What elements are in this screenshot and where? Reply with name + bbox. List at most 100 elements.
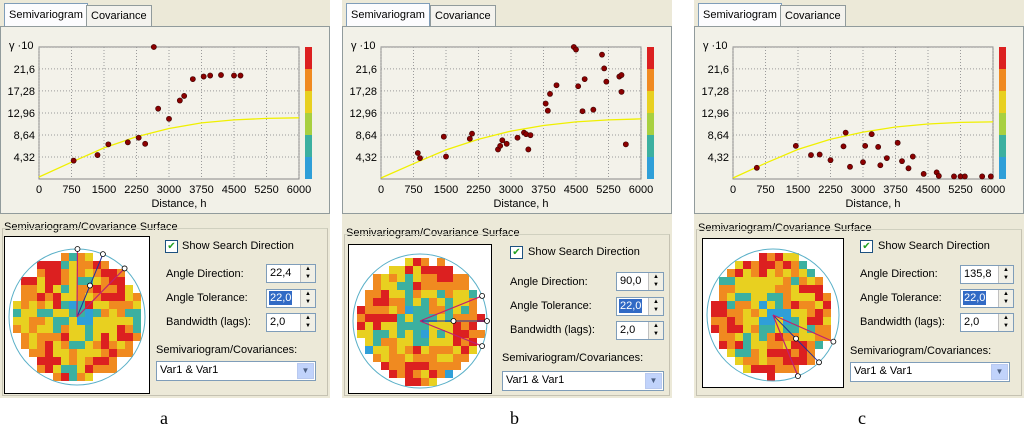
data-point [905, 165, 912, 172]
spin-down-icon[interactable]: ▼ [1003, 323, 1009, 329]
surface-cell [807, 357, 815, 365]
tab-semivariogram[interactable]: Semivariogram [346, 3, 430, 26]
angle-tolerance-value[interactable]: 22,0 [619, 299, 643, 313]
chevron-down-icon[interactable]: ▼ [297, 363, 314, 379]
surface-cell [61, 269, 69, 277]
surface-cell [365, 330, 373, 338]
show-search-direction-checkbox[interactable]: ✔ [860, 240, 873, 253]
angle-tolerance-label: Angle Tolerance: [166, 292, 248, 304]
search-circle [706, 248, 840, 382]
angle-tolerance-value[interactable]: 22,0 [269, 291, 293, 305]
spin-down-icon[interactable]: ▼ [653, 282, 659, 288]
spin-up-icon[interactable]: ▲ [653, 323, 659, 329]
spin-up-icon[interactable]: ▲ [305, 266, 311, 272]
surface-cell [421, 322, 429, 330]
data-point [155, 105, 162, 112]
angle-direction-value[interactable]: 90,0 [620, 275, 642, 287]
surface-cell [743, 325, 751, 333]
surface-cell [429, 330, 437, 338]
surface-cell [727, 341, 735, 349]
data-point [935, 173, 942, 179]
show-search-direction-checkbox[interactable]: ✔ [510, 246, 523, 259]
data-point [581, 76, 588, 83]
spin-up-icon[interactable]: ▲ [1003, 267, 1009, 273]
tab-semivariogram[interactable]: Semivariogram [4, 3, 88, 26]
data-point [603, 78, 610, 85]
spin-up-icon[interactable]: ▲ [305, 291, 311, 297]
spin-up-icon[interactable]: ▲ [1003, 291, 1009, 297]
semivariogram-covariances-select[interactable]: Var1 & Var1 ▼ [850, 362, 1010, 382]
covariance-surface[interactable] [702, 238, 844, 388]
show-search-direction-checkbox[interactable]: ✔ [165, 240, 178, 253]
angle-tolerance-spinner[interactable]: 22,0 ▲ ▼ [616, 297, 664, 316]
data-point [599, 51, 605, 58]
bandwidth-value[interactable]: 2,0 [620, 324, 636, 336]
spin-down-icon[interactable]: ▼ [1003, 275, 1009, 281]
spin-down-icon[interactable]: ▼ [1003, 299, 1009, 305]
covariance-surface[interactable] [4, 236, 150, 394]
bandwidth-spinner[interactable]: 2,0 ▲ ▼ [960, 313, 1014, 332]
search-handle [100, 251, 106, 258]
surface-cell [133, 325, 141, 333]
surface-cell [53, 333, 61, 341]
angle-tolerance-spinner[interactable]: 22,0 ▲ ▼ [266, 289, 316, 308]
spin-down-icon[interactable]: ▼ [653, 331, 659, 337]
spin-buttons[interactable]: ▲ ▼ [648, 322, 663, 339]
x-tick-label: 750 [404, 184, 422, 196]
surface-cell [727, 301, 735, 309]
tab-semivariogram[interactable]: Semivariogram [698, 3, 782, 26]
surface-cell [453, 354, 461, 362]
spin-buttons[interactable]: ▲ ▼ [648, 298, 663, 315]
surface-cell [85, 269, 93, 277]
angle-tolerance-value[interactable]: 22,0 [963, 291, 987, 305]
spin-buttons[interactable]: ▲ ▼ [998, 266, 1013, 283]
spin-buttons[interactable]: ▲ ▼ [300, 290, 315, 307]
surface-cell [807, 309, 815, 317]
spin-up-icon[interactable]: ▲ [305, 315, 311, 321]
surface-cell [751, 277, 759, 285]
spin-down-icon[interactable]: ▼ [305, 274, 311, 280]
semivariogram-covariances-select[interactable]: Var1 & Var1 ▼ [156, 361, 316, 381]
surface-cell [751, 357, 759, 365]
spin-down-icon[interactable]: ▼ [305, 299, 311, 305]
surface-cell [373, 306, 381, 314]
spin-up-icon[interactable]: ▲ [653, 299, 659, 305]
spin-down-icon[interactable]: ▼ [653, 307, 659, 313]
semivariogram-covariances-select[interactable]: Var1 & Var1 ▼ [502, 371, 664, 391]
surface-cell [77, 317, 85, 325]
chevron-down-icon[interactable]: ▼ [991, 364, 1008, 380]
angle-direction-value[interactable]: 22,4 [270, 267, 292, 279]
surface-cell [61, 261, 69, 269]
angle-direction-spinner[interactable]: 135,8 ▲ ▼ [960, 265, 1014, 284]
angle-tolerance-spinner[interactable]: 22,0 ▲ ▼ [960, 289, 1014, 308]
covariance-surface[interactable] [348, 244, 492, 394]
surface-cell [53, 341, 61, 349]
bandwidth-spinner[interactable]: 2,0 ▲ ▼ [266, 313, 316, 332]
spin-buttons[interactable]: ▲ ▼ [300, 265, 315, 282]
spin-down-icon[interactable]: ▼ [305, 323, 311, 329]
x-tick-label: 3750 [189, 184, 213, 196]
bandwidth-value[interactable]: 2,0 [964, 316, 980, 328]
surface-cell [453, 338, 461, 346]
angle-direction-spinner[interactable]: 22,4 ▲ ▼ [266, 264, 316, 283]
spin-up-icon[interactable]: ▲ [1003, 315, 1009, 321]
spin-buttons[interactable]: ▲ ▼ [648, 273, 663, 290]
surface-cell [437, 274, 445, 282]
surface-cell [365, 338, 373, 346]
bandwidth-value[interactable]: 2,0 [270, 316, 286, 328]
tab-covariance[interactable]: Covariance [86, 5, 152, 26]
angle-direction-value[interactable]: 135,8 [964, 268, 992, 280]
surface-cell [109, 333, 117, 341]
chevron-down-icon[interactable]: ▼ [645, 373, 662, 389]
spin-buttons[interactable]: ▲ ▼ [300, 314, 315, 331]
bandwidth-spinner[interactable]: 2,0 ▲ ▼ [616, 321, 664, 340]
data-point [808, 152, 814, 158]
surface-cell [751, 317, 759, 325]
spin-buttons[interactable]: ▲ ▼ [998, 314, 1013, 331]
angle-direction-spinner[interactable]: 90,0 ▲ ▼ [616, 272, 664, 291]
spin-buttons[interactable]: ▲ ▼ [998, 290, 1013, 307]
tab-covariance[interactable]: Covariance [430, 5, 496, 26]
x-tick-label: 4500 [222, 184, 246, 196]
tab-covariance[interactable]: Covariance [780, 5, 846, 26]
spin-up-icon[interactable]: ▲ [653, 274, 659, 280]
